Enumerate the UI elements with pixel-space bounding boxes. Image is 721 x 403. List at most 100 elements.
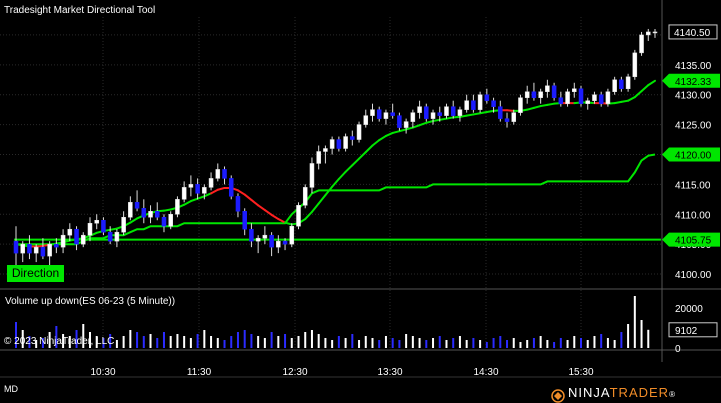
candle: [646, 28, 651, 41]
candle: [545, 79, 550, 98]
candle: [296, 202, 301, 230]
trend-line-segment: [532, 105, 542, 109]
candle-body: [154, 211, 160, 218]
trend-line-segment: [627, 96, 636, 102]
price-tick-label: 4110.00: [675, 210, 711, 221]
volume-bar: [189, 338, 192, 348]
volume-bar: [573, 336, 576, 348]
price-marker-label: 4105.75: [675, 236, 712, 247]
volume-bar: [169, 336, 172, 348]
last-price-box: [668, 24, 718, 40]
volume-bar: [344, 338, 347, 348]
candle: [612, 76, 617, 95]
last-price-label: 4140.50: [674, 28, 711, 39]
volume-bar: [162, 332, 165, 348]
trend-line-segment: [324, 185, 334, 197]
price-panel: [13, 28, 661, 269]
candle-body: [410, 112, 416, 122]
candle-body: [222, 169, 227, 179]
candle-body: [504, 118, 510, 122]
candle-body: [477, 94, 483, 110]
trend-line-segment: [304, 210, 313, 221]
candle: [134, 190, 140, 212]
price-marker-label: 4132.33: [675, 77, 712, 88]
candle-body: [619, 79, 624, 89]
volume-bar: [532, 338, 535, 348]
candle: [309, 157, 315, 194]
volume-bar: [109, 334, 112, 348]
candle-body: [531, 91, 537, 98]
volume-bar: [243, 330, 246, 348]
candle: [356, 121, 362, 143]
candle: [107, 226, 113, 245]
candle: [363, 109, 369, 128]
candle: [652, 28, 658, 38]
trend-line-segment: [364, 144, 374, 154]
candle-body: [444, 106, 449, 116]
candle: [80, 232, 86, 248]
candle: [101, 217, 106, 236]
candle-body: [464, 100, 469, 110]
volume-bar: [210, 336, 213, 348]
volume-bar: [15, 322, 17, 348]
candle: [464, 94, 469, 113]
trend-line-segment: [270, 213, 280, 221]
candle: [228, 175, 234, 200]
candle: [235, 193, 241, 218]
candle: [74, 226, 79, 251]
candle-body: [60, 234, 66, 248]
candle-body: [296, 205, 301, 227]
trend-line-segment: [647, 79, 656, 87]
trend-line-segment: [203, 192, 213, 198]
volume-bar: [566, 340, 569, 348]
candle: [558, 91, 564, 107]
candle-body: [80, 234, 86, 245]
volume-bar: [593, 336, 596, 348]
trend-line-segment: [344, 164, 354, 173]
trend-line-segment: [411, 124, 421, 129]
candle-body: [27, 243, 32, 254]
candle: [262, 226, 268, 245]
volume-bar: [506, 340, 509, 348]
candle-body: [356, 124, 362, 140]
candle: [343, 133, 348, 152]
candle-body: [450, 106, 456, 116]
candle: [60, 229, 66, 254]
volume-bar: [203, 330, 206, 348]
volume-bar: [458, 336, 461, 348]
volume-bar: [606, 338, 609, 348]
price-tick-label: 4115.00: [675, 180, 711, 191]
candle: [444, 103, 449, 119]
trend-line-segment: [633, 90, 643, 99]
trend-line-segment: [284, 221, 293, 226]
volume-bar: [270, 332, 273, 348]
volume-bar: [465, 340, 468, 348]
candle: [518, 94, 523, 116]
candle: [47, 241, 52, 269]
candle-body: [578, 88, 584, 104]
volume-bar: [48, 332, 51, 348]
candle: [316, 145, 321, 170]
candle: [403, 118, 409, 134]
volume-bar: [62, 334, 65, 348]
volume-bar: [539, 336, 542, 348]
volume-bar: [310, 330, 313, 348]
volume-bar: [149, 334, 152, 348]
volume-bar: [21, 330, 24, 348]
candle-body: [175, 199, 180, 215]
time-tick-label: 10:30: [90, 367, 115, 378]
volume-bar: [613, 340, 616, 348]
volume-bar: [236, 332, 239, 348]
candle: [249, 223, 254, 248]
candle: [33, 244, 39, 263]
candle: [269, 232, 274, 257]
trend-line-segment: [438, 117, 448, 121]
candle: [491, 97, 496, 113]
candle-body: [228, 178, 234, 197]
candle-body: [168, 214, 173, 227]
trend-line-segment: [351, 157, 361, 167]
trend-line-segment: [196, 195, 206, 200]
direction-button[interactable]: Direction: [7, 265, 64, 282]
candle-body: [511, 112, 517, 122]
